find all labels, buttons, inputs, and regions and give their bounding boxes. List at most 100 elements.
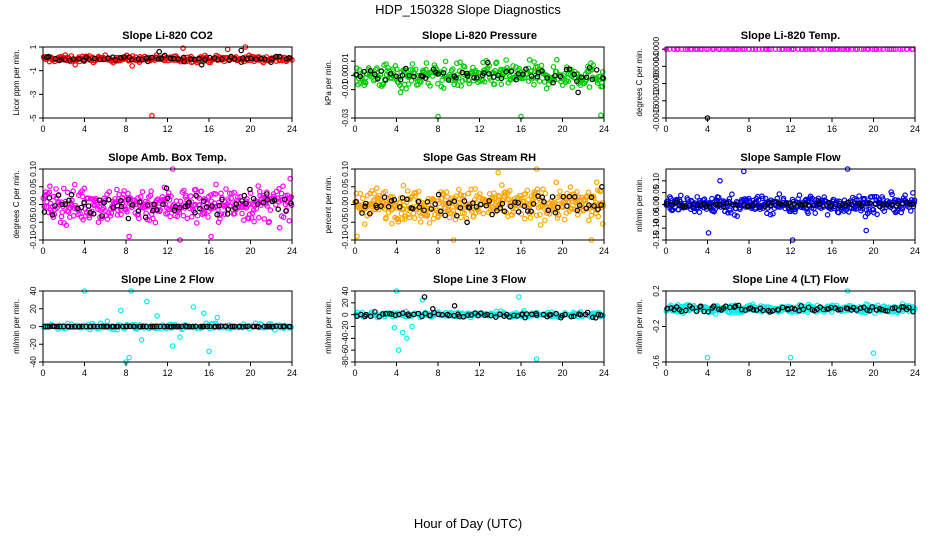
- data-point: [835, 306, 841, 313]
- data-point: [498, 81, 505, 88]
- data-point: [383, 214, 389, 221]
- data-point: [221, 211, 228, 218]
- data-point: [589, 76, 596, 83]
- data-point: [228, 53, 234, 60]
- data-point: [600, 202, 607, 209]
- data-point: [714, 201, 720, 208]
- data-point: [693, 308, 700, 315]
- data-points: [353, 288, 606, 362]
- data-point: [455, 186, 462, 193]
- data-point: [870, 206, 877, 213]
- data-point: [126, 354, 132, 361]
- data-point: [880, 202, 886, 208]
- data-point: [473, 74, 480, 81]
- data-point: [511, 312, 517, 319]
- data-point: [457, 59, 463, 66]
- data-point: [547, 311, 554, 318]
- data-point: [123, 206, 129, 212]
- data-point: [241, 192, 248, 199]
- y-tick-label: -3: [29, 90, 38, 98]
- data-point: [776, 191, 783, 197]
- data-point: [217, 215, 223, 222]
- plot-frame: [665, 290, 916, 363]
- data-point: [424, 211, 431, 218]
- data-point: [416, 209, 423, 216]
- data-point: [152, 219, 159, 226]
- data-point: [710, 303, 717, 310]
- data-point: [253, 54, 259, 61]
- data-point: [419, 313, 425, 320]
- data-point: [738, 306, 745, 313]
- y-tick-label: -0.0008: [652, 69, 661, 97]
- data-point: [188, 56, 194, 63]
- data-point: [484, 59, 491, 66]
- data-point: [162, 201, 169, 208]
- data-point: [70, 56, 77, 62]
- data-point: [400, 182, 407, 189]
- data-point: [513, 76, 520, 83]
- data-point: [566, 193, 573, 200]
- data-point: [759, 195, 766, 202]
- y-axis: 1 -1 -3 -5: [29, 44, 43, 122]
- data-point: [71, 181, 78, 188]
- data-point: [253, 205, 260, 212]
- data-point: [863, 227, 870, 234]
- y-tick-label: -0.0004: [652, 52, 661, 80]
- x-tick-label: 24: [287, 368, 297, 378]
- data-point: [442, 212, 449, 219]
- data-point: [562, 311, 568, 318]
- data-point: [137, 199, 143, 206]
- data-point: [796, 192, 803, 199]
- data-point: [706, 203, 713, 210]
- data-point: [415, 198, 422, 205]
- x-tick-label: 4: [394, 124, 399, 134]
- data-point: [58, 213, 65, 220]
- y-tick-label: -0.05: [341, 213, 350, 232]
- data-point: [760, 307, 766, 314]
- data-point: [231, 189, 238, 196]
- data-point: [81, 199, 88, 206]
- data-point: [374, 65, 380, 71]
- data-point: [398, 210, 405, 217]
- data-point: [860, 304, 867, 311]
- data-point: [506, 314, 513, 320]
- data-point: [78, 204, 85, 211]
- x-axis: 0 4 8 12 16 20 24: [663, 118, 920, 134]
- y-tick-label: 0.10: [652, 173, 661, 189]
- data-point: [740, 168, 747, 175]
- y-axis: 0.100.05 0.00-0.05-0.10: [29, 161, 43, 249]
- data-point: [769, 308, 776, 314]
- data-point: [167, 55, 174, 62]
- data-point: [283, 208, 289, 214]
- y-tick-label: -40: [341, 332, 350, 344]
- data-point: [186, 323, 193, 330]
- data-point: [248, 55, 254, 62]
- data-point: [118, 211, 124, 218]
- y-tick-label: 0.00: [341, 67, 350, 83]
- data-point: [206, 348, 212, 355]
- data-point: [214, 314, 221, 321]
- chart-title: Slope Li-820 CO2: [122, 30, 212, 42]
- data-point: [201, 310, 207, 317]
- data-point: [522, 314, 528, 321]
- data-point: [261, 323, 268, 330]
- data-point: [828, 206, 834, 212]
- data-point: [397, 195, 404, 201]
- data-point: [105, 196, 112, 203]
- data-point: [218, 190, 224, 197]
- data-point: [683, 307, 689, 314]
- y-tick-label: -0.2: [652, 319, 661, 333]
- data-points: [663, 46, 916, 121]
- data-point: [497, 311, 503, 318]
- data-point: [544, 75, 550, 81]
- data-point: [363, 311, 369, 318]
- x-axis: 0 4 8 12 16 20 24: [40, 362, 297, 378]
- data-point: [239, 210, 245, 217]
- data-point: [787, 354, 794, 361]
- data-point: [104, 318, 111, 325]
- data-point: [60, 185, 67, 192]
- data-point: [64, 189, 71, 196]
- data-point: [524, 208, 531, 214]
- data-point: [597, 312, 604, 318]
- data-point: [705, 230, 712, 236]
